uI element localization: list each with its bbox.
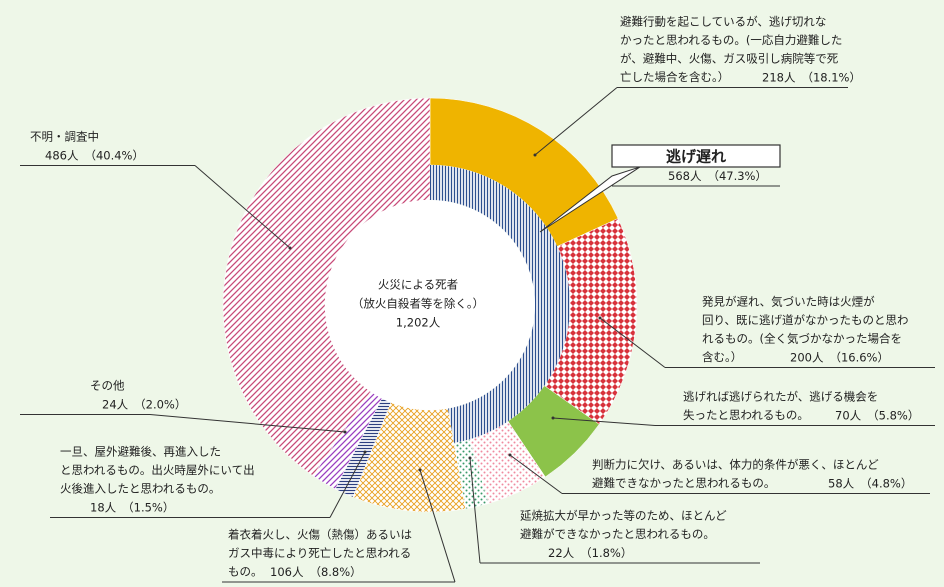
leader-dot (468, 456, 472, 460)
value-count: 58人 (828, 476, 855, 490)
leader-line (552, 417, 656, 426)
value-percent: （1.8%） (580, 546, 632, 560)
value-percent: （40.4%） (84, 148, 144, 162)
center-label: 1,202人 (396, 316, 441, 330)
leader-dot (363, 450, 367, 454)
segment-label: 延焼拡大が早かった等のため、ほとんど (520, 509, 727, 523)
value-label: 18人 （1.5%） (90, 500, 174, 514)
value-percent: （1.5%） (122, 500, 174, 514)
value-count: 106人 (270, 565, 304, 579)
value-count: 22人 (548, 546, 575, 560)
value-count: 200人 (790, 350, 824, 364)
center-label: 火災による死者 (378, 278, 458, 292)
leader-dot (418, 468, 422, 472)
segment-label: 発見が遅れ、気づいた時は火煙が (702, 295, 875, 309)
value-percent: （8.8%） (309, 565, 361, 579)
value-label: 24人 （2.0%） (102, 397, 186, 411)
segment-label: と思われるもの。出火時屋外にいて出 (60, 463, 255, 477)
segment-label: 避難行動を起こしているが、逃げ切れな (620, 15, 826, 29)
value-percent: （2.0%） (134, 397, 186, 411)
segment-label: 回り、既に逃げ道がなかったものと思わ (702, 313, 909, 327)
leader-line (419, 469, 456, 583)
value-percent: （18.1%） (801, 70, 861, 84)
center-label: （放火自殺者等を除く。） (352, 297, 484, 311)
value-label: 22人 （1.8%） (548, 546, 632, 560)
segment-label: その他 (90, 379, 125, 393)
value-label: 486人 （40.4%） (45, 148, 144, 162)
leader-line (599, 317, 666, 368)
group-count: 568人 (668, 169, 702, 183)
segment-label: 不明・調査中 (30, 130, 99, 144)
leader-line (329, 451, 366, 518)
callout-box (611, 144, 781, 168)
segment-label: 含む。） (702, 350, 742, 364)
segment-label: が、避難中、火傷、ガス吸引し病院等で死 (620, 52, 839, 66)
segment-label: 失ったと思われるもの。 (683, 408, 809, 422)
segment-label: 判断力に欠け、あるいは、体力的条件が悪く、ほとんど (592, 458, 879, 472)
leader-dot (551, 416, 555, 420)
value-percent: （16.6%） (829, 350, 889, 364)
value-count: 218人 (762, 70, 796, 84)
segment-label: 一旦、屋外避難後、再進入した (60, 445, 221, 459)
value-label: 70人 （5.8%） (835, 408, 919, 422)
segment-label: 火後進入したと思われるもの。 (60, 482, 220, 496)
value-label: 58人 （4.8%） (828, 476, 912, 490)
segment-label: ガス中毒により死亡したと思われる (228, 546, 411, 560)
leader-dot (288, 246, 292, 250)
callout-pointer (539, 166, 641, 233)
leader-dot (508, 453, 512, 457)
leader-line (534, 87, 618, 156)
value-label: 200人 （16.6%） (790, 350, 889, 364)
center-hole (325, 200, 535, 410)
leader-line (509, 454, 563, 494)
segment-label: れるもの。(全く気づかなかった場合を (702, 332, 902, 346)
value-percent: （4.8%） (860, 476, 912, 490)
value-percent: （5.8%） (867, 408, 919, 422)
value-count: 18人 (90, 500, 117, 514)
segment-label: 逃げれば逃げられたが、逃げる機会を (683, 390, 878, 404)
segment-label: 着衣着火し、火傷（熱傷）あるいは (228, 528, 412, 542)
value-label: 218人 （18.1%） (762, 70, 861, 84)
group-title: 逃げ遅れ (666, 148, 726, 166)
value-count: 24人 (102, 397, 129, 411)
segment-label: 亡した場合を含む。） (620, 70, 729, 84)
segment-label: 避難ができなかったと思われるもの。 (520, 527, 715, 541)
group-segment (430, 164, 570, 443)
leader-line (149, 414, 346, 433)
value-label: 106人 （8.8%） (270, 565, 362, 579)
value-count: 70人 (835, 408, 862, 422)
segment-label: もの。 (228, 565, 263, 579)
group-value: 568人 （47.3%） (668, 169, 767, 183)
value-count: 486人 (45, 148, 79, 162)
leader-line (469, 457, 481, 564)
segment-label: 避難できなかったと思われるもの。 (592, 476, 775, 490)
group-percent: （47.3%） (707, 169, 767, 183)
leader-dot (343, 430, 347, 434)
leader-line (194, 165, 291, 249)
leader-dot (598, 316, 602, 320)
leader-dot (533, 153, 537, 157)
segment-label: かったと思われるもの。(一応自力避難した (620, 33, 842, 47)
